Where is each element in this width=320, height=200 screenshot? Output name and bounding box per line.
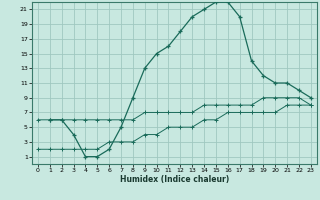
X-axis label: Humidex (Indice chaleur): Humidex (Indice chaleur) [120,175,229,184]
